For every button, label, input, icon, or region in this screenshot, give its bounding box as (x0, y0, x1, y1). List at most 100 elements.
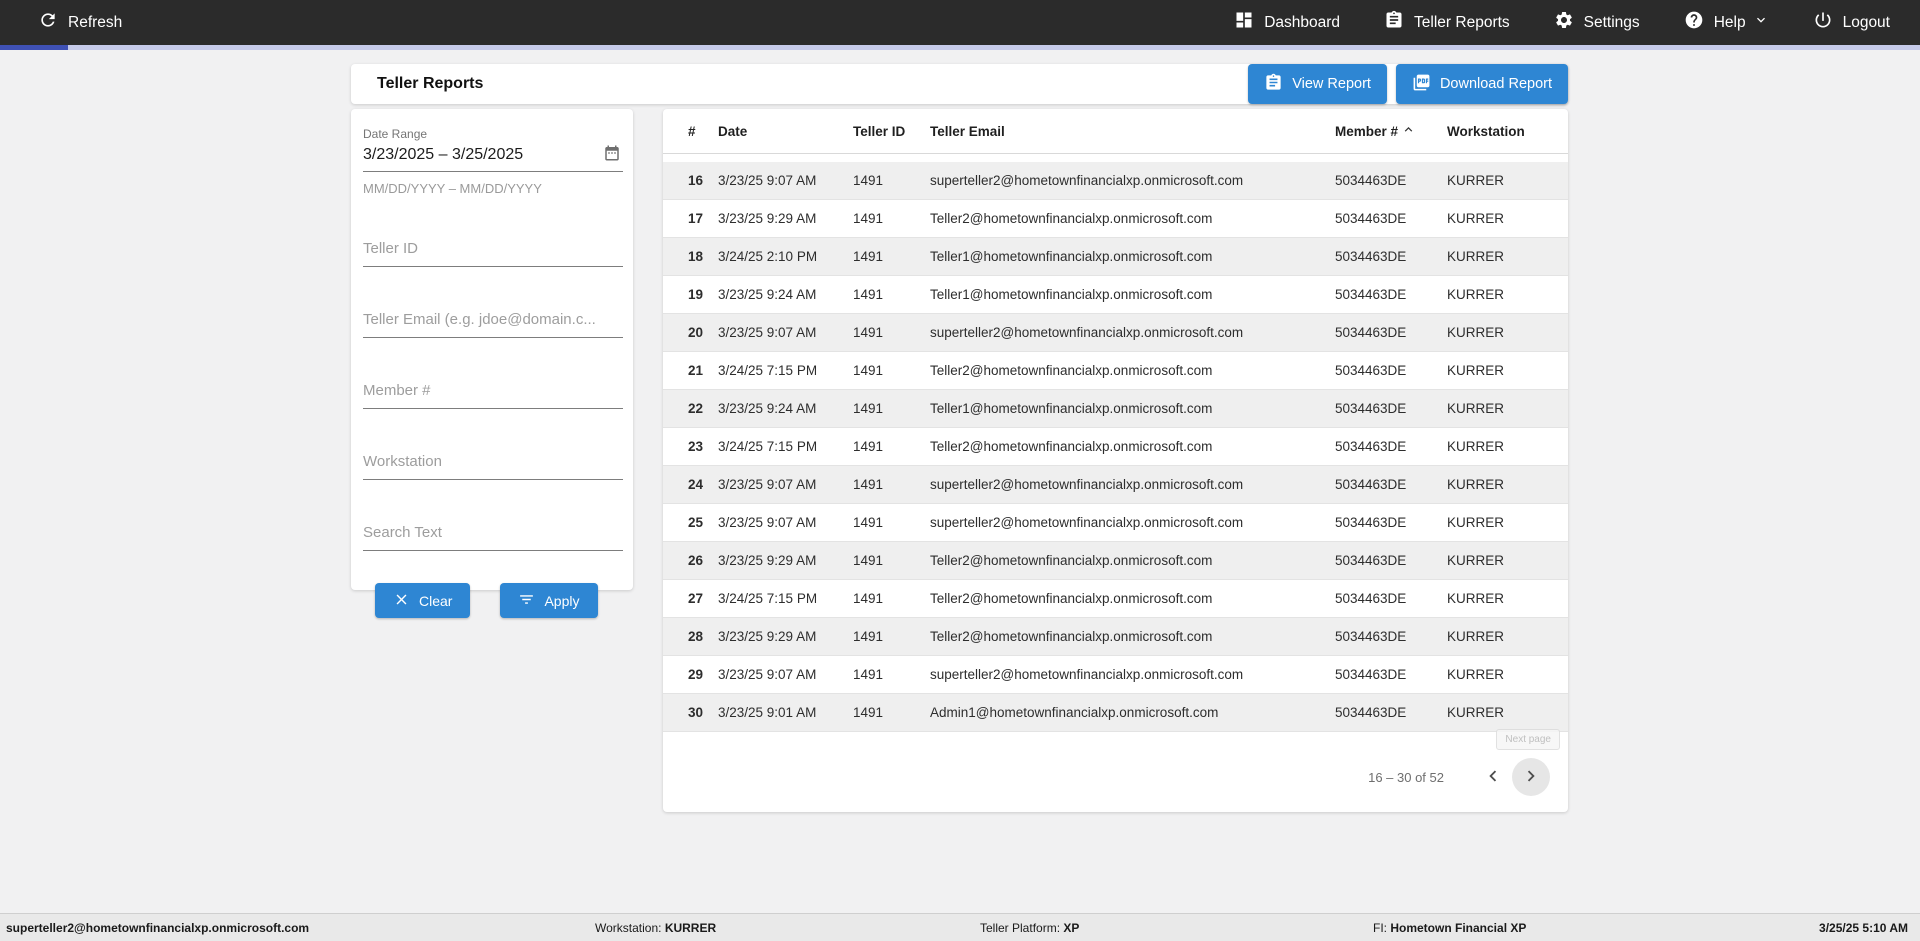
table-row: 26 3/23/25 9:29 AM 1491 Teller2@hometownfin… (663, 542, 1568, 580)
cell-member-number: 5034463DE (1335, 477, 1407, 492)
column-header-member-number[interactable]: Member # (1335, 122, 1447, 140)
dashboard-icon (1234, 10, 1254, 35)
close-icon (393, 591, 410, 611)
download-report-button[interactable]: Download Report (1395, 64, 1568, 104)
nav-item-label: Teller Reports (1414, 13, 1510, 31)
date-range-input[interactable] (363, 141, 603, 171)
cell-workstation: KURRER (1447, 173, 1505, 188)
table-row: 22 3/23/25 9:24 AM 1491 Teller1@hometownfin… (663, 390, 1568, 428)
cell-workstation: KURRER (1447, 325, 1505, 340)
cell-teller-email: Teller1@hometownfinancialxp.onmicrosoft.… (930, 401, 1213, 416)
nav-item-dashboard[interactable]: Dashboard (1234, 10, 1340, 35)
cell-date: 3/24/25 7:15 PM (718, 591, 818, 606)
cell-teller-email: Teller2@hometownfinancialxp.onmicrosoft.… (930, 629, 1213, 644)
cell-date: 3/24/25 2:10 PM (718, 249, 818, 264)
column-header-date[interactable]: Date (718, 123, 748, 139)
cell-workstation: KURRER (1447, 363, 1505, 378)
cell-teller-email: superteller2@hometownfinancialxp.onmicro… (930, 173, 1244, 188)
column-header-number[interactable]: # (688, 123, 696, 139)
filter-panel: Date Range MM/DD/YYYY – MM/DD/YYYY Clear… (351, 109, 633, 618)
refresh-button[interactable]: Refresh (38, 10, 122, 35)
table-row: 28 3/23/25 9:29 AM 1491 Teller2@hometownfin… (663, 618, 1568, 656)
cell-member-number: 5034463DE (1335, 401, 1407, 416)
cell-member-number: 5034463DE (1335, 439, 1407, 454)
cell-member-number: 5034463DE (1335, 515, 1407, 530)
cell-workstation: KURRER (1447, 667, 1505, 682)
nav-item-teller-reports[interactable]: Teller Reports (1384, 10, 1510, 35)
nav-item-label: Dashboard (1264, 13, 1341, 31)
cell-teller-email: Teller2@hometownfinancialxp.onmicrosoft.… (930, 363, 1213, 378)
member-number-input[interactable] (363, 376, 623, 409)
column-header-workstation[interactable]: Workstation (1447, 123, 1525, 139)
apply-button[interactable]: Apply (500, 583, 598, 618)
cell-teller-id: 1491 (853, 477, 884, 492)
cell-member-number: 5034463DE (1335, 173, 1407, 188)
table-row: 23 3/24/25 7:15 PM 1491 Teller2@hometownfin… (663, 428, 1568, 466)
chevron-right-icon (1520, 765, 1542, 790)
cell-teller-id: 1491 (853, 173, 884, 188)
view-report-button[interactable]: View Report (1248, 64, 1387, 104)
cell-teller-id: 1491 (853, 439, 884, 454)
status-platform-value: XP (1063, 920, 1080, 935)
progress-bar (0, 45, 68, 50)
cell-workstation: KURRER (1447, 591, 1505, 606)
cell-row-number: 16 (688, 173, 704, 188)
nav-item-settings[interactable]: Settings (1554, 10, 1640, 35)
cell-member-number: 5034463DE (1335, 553, 1407, 568)
status-workstation: Workstation: KURRER (595, 921, 716, 935)
pagination: 16 – 30 of 52 (1368, 758, 1550, 796)
teller-id-input[interactable] (363, 234, 623, 267)
table-row: 27 3/24/25 7:15 PM 1491 Teller2@hometownfin… (663, 580, 1568, 618)
cell-teller-id: 1491 (853, 667, 884, 682)
cell-date: 3/23/25 9:07 AM (718, 515, 817, 530)
cell-date: 3/23/25 9:29 AM (718, 553, 817, 568)
previous-page-button[interactable] (1474, 758, 1512, 796)
next-page-tooltip: Next page (1496, 729, 1560, 750)
cell-workstation: KURRER (1447, 705, 1505, 720)
column-header-teller-id[interactable]: Teller ID (853, 123, 906, 139)
cell-row-number: 17 (688, 211, 704, 226)
nav-item-logout[interactable]: Logout (1813, 10, 1890, 35)
cell-row-number: 27 (688, 591, 704, 606)
cell-date: 3/23/25 9:07 AM (718, 325, 817, 340)
cell-row-number: 29 (688, 667, 704, 682)
status-workstation-value: KURRER (664, 920, 717, 935)
pagination-range-label: 16 – 30 of 52 (1368, 769, 1444, 785)
clear-label: Clear (419, 592, 453, 609)
clear-button[interactable]: Clear (375, 583, 471, 618)
cell-member-number: 5034463DE (1335, 591, 1407, 606)
nav-item-label: Logout (1842, 13, 1890, 31)
page-title: Teller Reports (377, 75, 484, 92)
chevron-down-icon (1756, 12, 1769, 33)
cell-date: 3/23/25 9:01 AM (718, 705, 817, 720)
cell-workstation: KURRER (1447, 439, 1505, 454)
next-page-button[interactable] (1512, 758, 1550, 796)
cell-workstation: KURRER (1447, 211, 1505, 226)
clipboard-icon (1384, 10, 1404, 35)
table-row: 29 3/23/25 9:07 AM 1491 superteller2@hometo… (663, 656, 1568, 694)
calendar-icon[interactable] (603, 144, 623, 169)
workstation-input[interactable] (363, 447, 623, 480)
cell-teller-id: 1491 (853, 249, 884, 264)
table-row: 18 3/24/25 2:10 PM 1491 Teller1@hometownfin… (663, 238, 1568, 276)
cell-date: 3/23/25 9:29 AM (718, 629, 817, 644)
cell-teller-id: 1491 (853, 401, 884, 416)
table-row: 17 3/23/25 9:29 AM 1491 Teller2@hometownfin… (663, 200, 1568, 238)
nav-item-help[interactable]: Help (1684, 10, 1769, 35)
cell-date: 3/23/25 9:07 AM (718, 173, 817, 188)
table-header-row: # Date Teller ID Teller Email Member # W… (663, 109, 1568, 154)
search-text-input[interactable] (363, 518, 623, 551)
table-row: 19 3/23/25 9:24 AM 1491 Teller1@hometownfin… (663, 276, 1568, 314)
teller-email-input[interactable] (363, 305, 623, 338)
cell-member-number: 5034463DE (1335, 705, 1407, 720)
chevron-left-icon (1482, 765, 1504, 790)
cell-row-number: 26 (688, 553, 704, 568)
column-header-label: Member # (1335, 123, 1399, 139)
cell-teller-id: 1491 (853, 515, 884, 530)
table-row: 24 3/23/25 9:07 AM 1491 superteller2@hometo… (663, 466, 1568, 504)
cell-teller-email: superteller2@hometownfinancialxp.onmicro… (930, 667, 1244, 682)
cell-member-number: 5034463DE (1335, 667, 1407, 682)
gear-icon (1554, 10, 1574, 35)
cell-workstation: KURRER (1447, 477, 1505, 492)
column-header-teller-email[interactable]: Teller Email (930, 123, 1005, 139)
